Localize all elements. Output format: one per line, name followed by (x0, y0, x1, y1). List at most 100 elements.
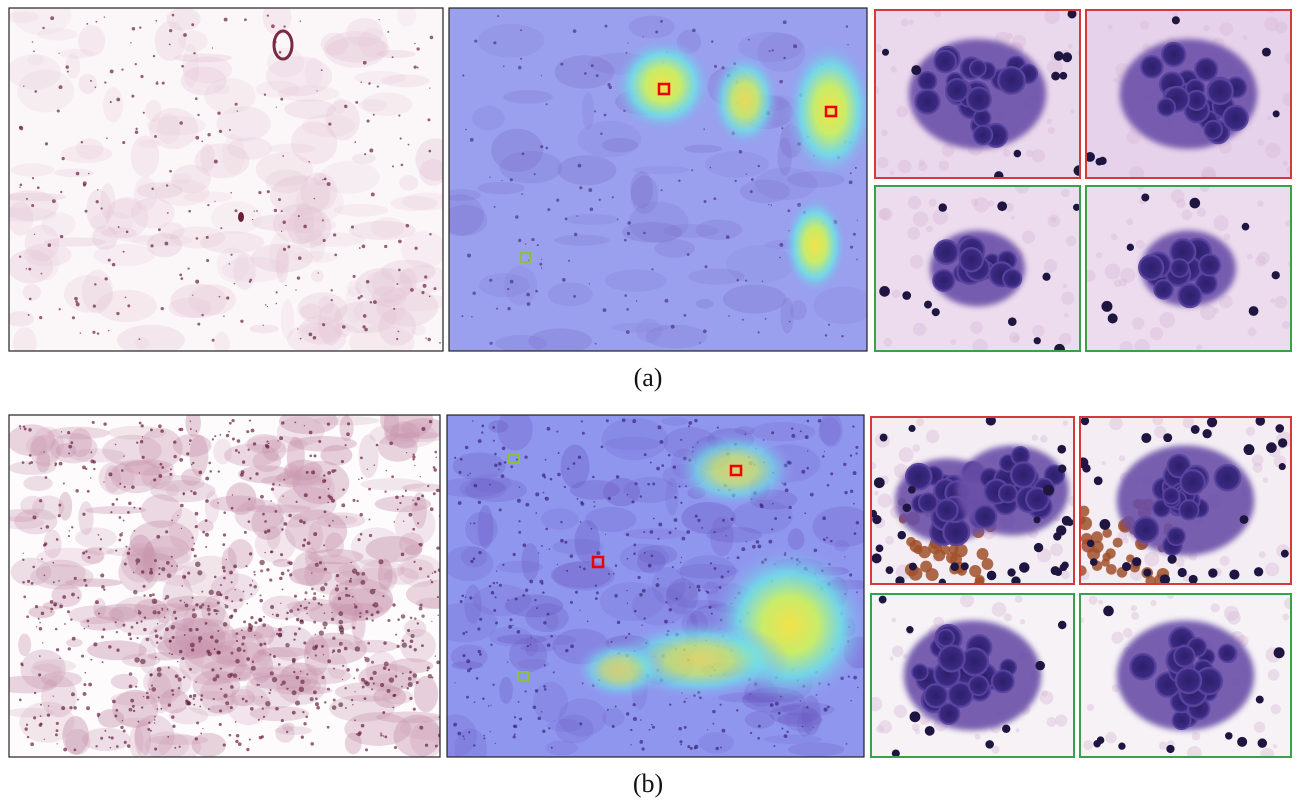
cell-dot (262, 513, 265, 516)
cell-dot (636, 300, 638, 302)
cell-dot (495, 622, 498, 625)
nucleus (1010, 462, 1036, 488)
background-speckle (898, 160, 912, 174)
dense-cell (176, 565, 178, 567)
cell-dot (112, 700, 116, 704)
dense-cell (231, 614, 234, 617)
cell-dot (762, 281, 763, 282)
cell-dot (212, 438, 214, 440)
nucleus (915, 89, 940, 114)
cell-dot (58, 514, 61, 517)
cell-dot (196, 721, 199, 724)
cell-dot (407, 687, 409, 689)
cell-dot (627, 42, 628, 43)
slide-b (0, 401, 473, 760)
lymphocyte (1087, 540, 1094, 547)
cell-dot (158, 228, 161, 231)
cell-dot (756, 540, 760, 544)
lymphocyte (872, 553, 882, 563)
background-speckle (1192, 732, 1201, 741)
cell-dot (292, 711, 296, 715)
cell-dot (181, 585, 182, 586)
lymphocyte (1081, 417, 1089, 425)
cell-dot (191, 464, 193, 466)
cell-dot (128, 548, 130, 550)
cell-dot (169, 640, 172, 643)
cell-dot (644, 453, 647, 456)
cell-dot (640, 495, 642, 497)
cell-dot (429, 88, 430, 89)
cell-dot (200, 698, 203, 701)
dense-cell (182, 575, 186, 579)
cell-dot (433, 287, 436, 290)
cell-dot (143, 628, 147, 632)
dense-cell (367, 642, 370, 645)
cell-dot (252, 580, 253, 581)
cell-dot (232, 437, 235, 440)
cell-dot (40, 704, 42, 706)
cell-dot (587, 621, 589, 623)
red-cell (1113, 538, 1123, 548)
tissue-patch (185, 409, 200, 436)
cell-dot (297, 328, 298, 329)
cell-dot (139, 472, 140, 473)
cell-dot (478, 650, 481, 653)
cell-dot (61, 431, 62, 432)
cell-dot (373, 682, 375, 684)
crops (868, 7, 1296, 761)
cell-dot (133, 710, 135, 712)
cell-dot (242, 460, 245, 463)
cell-dot (21, 664, 23, 666)
cell-dot (297, 608, 300, 611)
dense-cell (286, 688, 288, 690)
cell-dot (189, 668, 192, 671)
cell-dot (398, 269, 401, 272)
tissue-patch (160, 689, 189, 713)
cell-dot (578, 164, 582, 168)
dense-cell (285, 617, 288, 620)
cell-dot (357, 538, 360, 541)
cell-dot (224, 604, 225, 605)
cell-dot (72, 316, 75, 319)
cell-dot (846, 25, 848, 27)
background-speckle (1096, 252, 1102, 258)
lymphocyte (1249, 306, 1259, 316)
dense-cell (227, 673, 232, 678)
cell-dot (162, 82, 165, 85)
cell-dot (315, 698, 318, 701)
cell-dot (599, 199, 601, 201)
tissue-patch (399, 175, 418, 191)
background-speckle (1131, 605, 1137, 611)
cell-dot (857, 219, 858, 220)
cell-dot (223, 743, 226, 746)
lymphocyte (1042, 273, 1050, 281)
dense-cell (225, 605, 229, 609)
cell-dot (472, 292, 475, 295)
cell-dot (261, 696, 263, 698)
tissue-patch (548, 282, 593, 306)
cell-dot (36, 626, 37, 627)
cell-dot (626, 330, 630, 334)
cell-dot (270, 605, 274, 609)
cell-dot (665, 299, 669, 303)
cell-dot (524, 456, 527, 459)
cell-dot (489, 176, 490, 177)
page: (a) (b) (() => { const data = JSON.parse… (0, 0, 1297, 804)
cell-dot (238, 451, 240, 453)
dense-cell (223, 694, 227, 698)
background-speckle (960, 593, 974, 607)
dense-cell (192, 608, 195, 611)
cell-dot (174, 617, 177, 620)
dense-cell (213, 677, 217, 681)
tissue-patch (75, 527, 117, 548)
cell-dot (104, 277, 107, 280)
cell-dot (714, 65, 717, 68)
dense-cell (159, 636, 162, 639)
cell-dot (739, 150, 743, 154)
dense-cell (292, 660, 295, 663)
cell-dot (283, 248, 286, 251)
tissue-patch (477, 182, 525, 194)
cell-dot (321, 69, 323, 71)
cell-dot (351, 225, 354, 228)
background-speckle (1068, 496, 1078, 506)
